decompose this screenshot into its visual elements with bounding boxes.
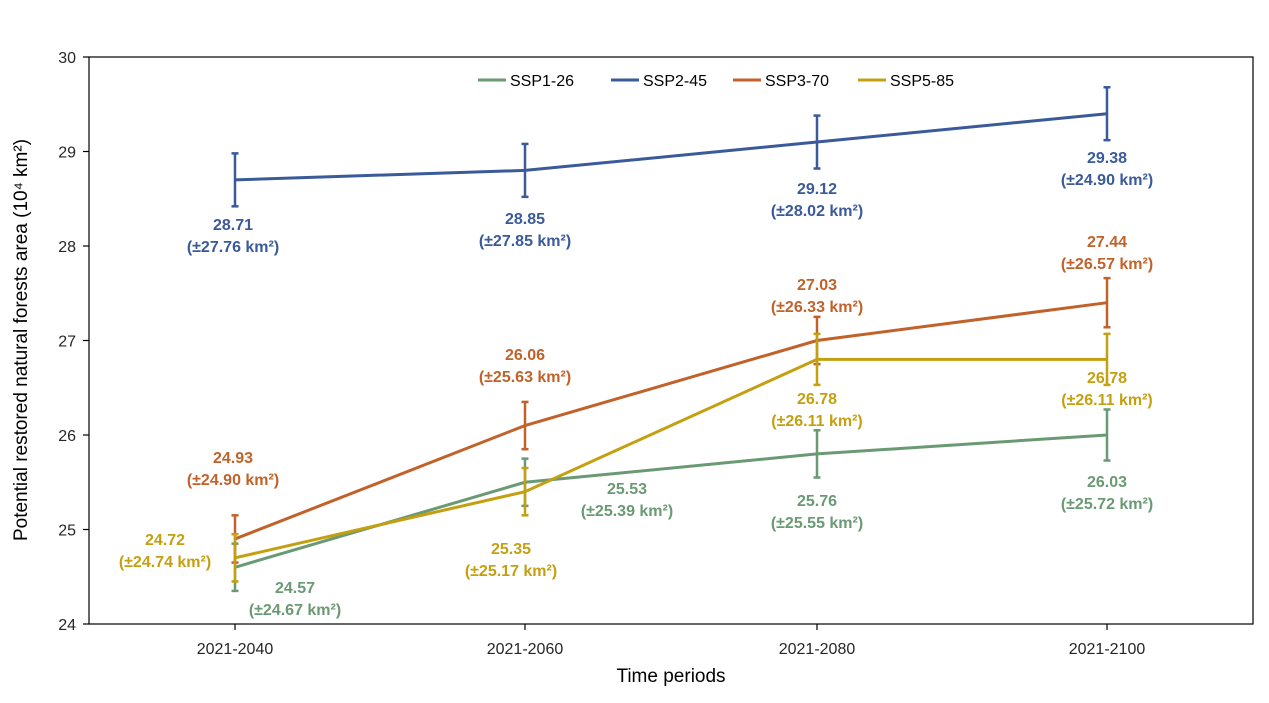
data-label-value: 26.78 <box>1087 370 1127 387</box>
data-label-value: 28.71 <box>213 217 253 234</box>
data-label-range: (±26.11 km²) <box>1061 392 1153 409</box>
y-tick-label: 30 <box>58 50 76 67</box>
y-axis: 24 25 26 27 28 29 30 <box>58 50 89 634</box>
data-label-range: (±25.72 km²) <box>1061 496 1153 513</box>
data-label-value: 26.03 <box>1087 474 1127 491</box>
data-label-value: 29.38 <box>1087 150 1127 167</box>
data-label-value: 27.44 <box>1087 234 1127 251</box>
x-axis-title: Time periods <box>616 666 725 687</box>
data-label-range: (±24.67 km²) <box>249 602 341 619</box>
legend-item-ssp1-26: SSP1-26 <box>478 73 574 90</box>
data-label-range: (±27.76 km²) <box>187 239 279 256</box>
data-label-range: (±26.11 km²) <box>771 413 863 430</box>
series-line <box>234 112 1108 182</box>
data-label-range: (±26.57 km²) <box>1061 256 1153 273</box>
data-label-value: 26.06 <box>505 347 545 364</box>
data-label-value: 28.85 <box>505 211 545 228</box>
plot-area-frame <box>88 56 1254 625</box>
legend-label: SSP1-26 <box>510 73 574 90</box>
y-tick-label: 24 <box>58 617 76 634</box>
data-label-value: 25.53 <box>607 481 647 498</box>
y-tick-label: 28 <box>58 239 76 256</box>
y-tick-label: 27 <box>58 334 76 351</box>
data-label-range: (±24.74 km²) <box>119 554 211 571</box>
x-tick-label: 2021-2080 <box>779 641 856 658</box>
data-label-range: (±25.39 km²) <box>581 503 673 520</box>
series-line <box>234 357 1107 560</box>
data-label-value: 24.72 <box>145 532 185 549</box>
x-tick-label: 2021-2100 <box>1069 641 1146 658</box>
y-axis-title: Potential restored natural forests area … <box>11 139 32 541</box>
data-label-range: (±25.17 km²) <box>465 563 557 580</box>
data-label-value: 25.76 <box>797 493 837 510</box>
series-line <box>234 301 1108 541</box>
series-ssp1-26 <box>231 408 1111 593</box>
series-ssp2-45 <box>231 85 1111 208</box>
legend-label: SSP5-85 <box>890 73 954 90</box>
data-label-value: 24.93 <box>213 450 253 467</box>
data-label-range: (±26.33 km²) <box>771 299 863 316</box>
data-label-range: (±24.90 km²) <box>187 472 279 489</box>
data-label-value: 27.03 <box>797 277 837 294</box>
y-tick-label: 26 <box>58 428 76 445</box>
x-axis: 2021-2040 2021-2060 2021-2080 2021-2100 <box>197 624 1146 658</box>
data-label-range: (±25.55 km²) <box>771 515 863 532</box>
legend: SSP1-26 SSP2-45 SSP3-70 SSP5-85 <box>478 73 954 90</box>
data-label-range: (±27.85 km²) <box>479 233 571 250</box>
data-label-value: 26.78 <box>797 391 837 408</box>
x-tick-label: 2021-2040 <box>197 641 274 658</box>
legend-item-ssp2-45: SSP2-45 <box>611 73 707 90</box>
data-label-range: (±24.90 km²) <box>1061 172 1153 189</box>
data-labels: 24.57 (±24.67 km²) 25.53 (±25.39 km²) 25.76 (… <box>119 150 1153 619</box>
data-label-range: (±25.63 km²) <box>479 369 571 386</box>
series-group <box>231 85 1111 593</box>
data-label-value: 24.57 <box>275 580 315 597</box>
series-ssp5-85 <box>231 332 1111 583</box>
y-tick-label: 25 <box>58 523 76 540</box>
data-label-value: 25.35 <box>491 541 531 558</box>
legend-item-ssp5-85: SSP5-85 <box>858 73 954 90</box>
series-line <box>234 433 1108 569</box>
legend-item-ssp3-70: SSP3-70 <box>733 73 829 90</box>
data-label-value: 29.12 <box>797 181 837 198</box>
data-label-range: (±28.02 km²) <box>771 203 863 220</box>
x-tick-label: 2021-2060 <box>487 641 564 658</box>
legend-label: SSP3-70 <box>765 73 829 90</box>
legend-label: SSP2-45 <box>643 73 707 90</box>
y-tick-label: 29 <box>58 145 76 162</box>
